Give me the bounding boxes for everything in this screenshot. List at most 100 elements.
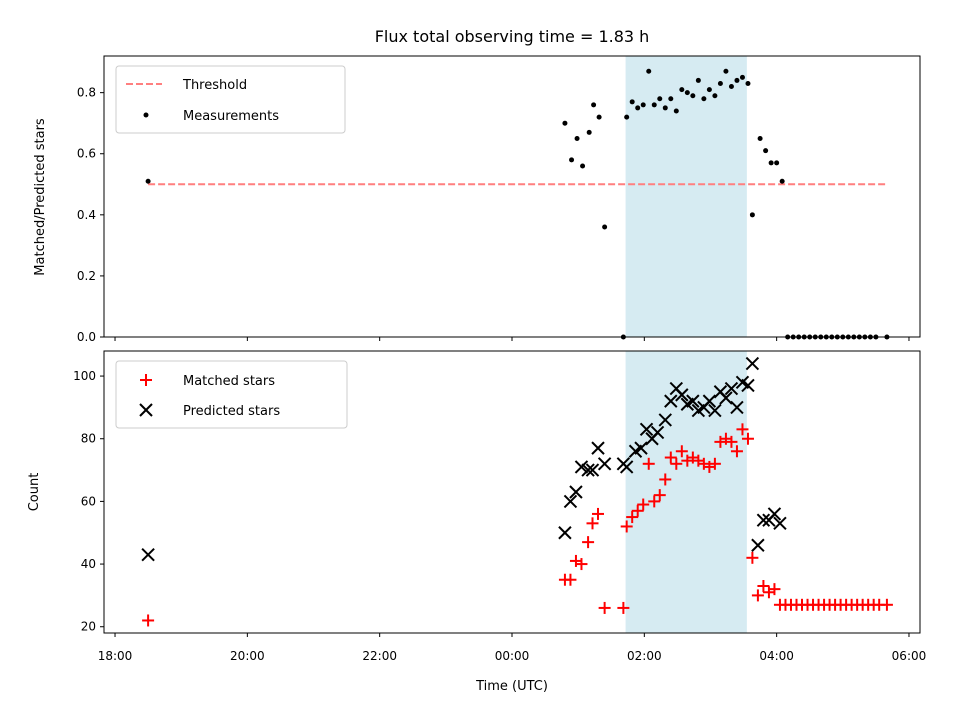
y-tick-label: 60 (81, 494, 96, 508)
matched-legend-swatch (140, 374, 152, 386)
measurement-point (728, 84, 734, 90)
count-legend: Matched stars Predicted stars (115, 360, 348, 429)
matched-stars-point (564, 573, 577, 586)
matched-stars-point (746, 551, 759, 564)
observing-span (625, 351, 747, 633)
measurement-point (651, 102, 657, 108)
matched-stars-point (617, 601, 630, 614)
threshold-legend-label: Threshold (182, 78, 247, 93)
matched-stars-point (598, 601, 611, 614)
matched-legend-label: Matched stars (183, 374, 275, 389)
matched-stars-point (736, 423, 749, 436)
predicted-stars-point (675, 388, 689, 402)
observing-span (625, 56, 747, 337)
matched-stars-point (620, 520, 633, 533)
predicted-stars-point (730, 400, 744, 415)
predicted-stars-point (741, 378, 755, 393)
predicted-stars-point (141, 547, 155, 562)
x-tick-label: 00:00 (495, 649, 530, 663)
predicted-stars-point (719, 391, 733, 405)
x-tick-label: 02:00 (627, 649, 662, 663)
measurement-point (701, 96, 707, 102)
predicted-stars-point (767, 507, 782, 521)
predicted-stars-point (634, 441, 648, 455)
x-tick-label: 04:00 (759, 649, 794, 663)
measurement-point (723, 68, 729, 74)
chart-title: Flux total observing time = 1.83 h (375, 27, 650, 46)
predicted-legend-label: Predicted stars (183, 404, 280, 419)
measurement-point (734, 77, 740, 83)
measurement-point (706, 87, 712, 93)
predicted-legend-swatch (139, 403, 153, 417)
measurement-point (690, 93, 696, 99)
count-panel-frame (103, 350, 921, 634)
matched-stars-point (751, 589, 764, 602)
predicted-stars-point (581, 463, 595, 477)
matched-stars-point (142, 614, 155, 627)
predicted-stars-point (658, 413, 672, 427)
measurement-point (662, 105, 668, 111)
x-tick-label: 06:00 (892, 649, 927, 663)
y-tick-label: 0.4 (77, 208, 96, 222)
measurement-point (757, 135, 763, 141)
measurement-point (717, 80, 723, 86)
count-y-label: Count (27, 473, 42, 512)
measurement-point (673, 108, 679, 114)
matched-stars-point (637, 498, 650, 511)
predicted-stars-point (569, 485, 583, 499)
ratio-panel: 0.00.20.40.60.8 Matched/Predicted stars … (33, 55, 921, 344)
y-tick-label: 80 (81, 432, 96, 446)
predicted-stars-point (619, 460, 634, 474)
matched-stars-point (757, 580, 770, 592)
measurement-point (695, 77, 701, 83)
y-tick-label: 0.2 (77, 269, 96, 283)
predicted-stars-point (664, 394, 678, 408)
matched-stars-point (730, 445, 743, 458)
measurement-point (580, 163, 586, 169)
ratio-legend: Threshold Measurements (115, 65, 346, 134)
predicted-stars-point (591, 441, 605, 455)
measurement-point (679, 87, 685, 93)
ratio-legend-box (115, 65, 346, 134)
measurement-point (745, 80, 751, 86)
measurement-point (749, 212, 755, 218)
matched-stars-point (626, 511, 639, 524)
measurement-point (574, 135, 580, 141)
ratio-y-axis: 0.0 0.2 0.4 0.6 0.8 (77, 86, 104, 344)
measurement-point (591, 102, 597, 108)
predicted-stars-point (756, 513, 771, 527)
measurement-point (779, 178, 785, 184)
matched-stars-point (582, 536, 595, 549)
matched-stars-point (575, 558, 588, 571)
predicted-stars-point (702, 394, 717, 408)
y-tick-label: 0.0 (77, 330, 96, 344)
measurement-point (657, 96, 663, 102)
matched-stars-point (642, 457, 655, 470)
measurement-point (684, 90, 690, 96)
predicted-stars-point (563, 494, 578, 509)
predicted-stars-point (724, 381, 739, 396)
predicted-stars-series (141, 356, 787, 562)
measurement-point (629, 99, 635, 105)
y-tick-label: 0.6 (77, 147, 96, 161)
predicted-stars-point (558, 526, 572, 540)
count-x-axis: 18:00 20:00 22:00 00:00 02:00 04:00 06:00 (98, 633, 927, 663)
measurements-legend-label: Measurements (183, 109, 279, 124)
predicted-stars-point (650, 425, 665, 440)
matched-stars-point (708, 457, 721, 470)
y-tick-label: 40 (81, 557, 96, 571)
measurements-legend-swatch (143, 112, 149, 118)
measurement-point (712, 93, 718, 99)
matched-stars-point (592, 507, 605, 520)
matched-stars-point (664, 451, 677, 464)
predicted-stars-point (773, 516, 787, 531)
x-tick-label: 18:00 (98, 649, 133, 663)
measurement-point (586, 129, 592, 135)
count-legend-box (115, 360, 348, 429)
measurement-point (602, 224, 608, 230)
y-tick-label: 100 (73, 369, 96, 383)
predicted-stars-point (574, 460, 589, 474)
measurement-point (596, 114, 602, 120)
predicted-stars-point (751, 538, 765, 552)
